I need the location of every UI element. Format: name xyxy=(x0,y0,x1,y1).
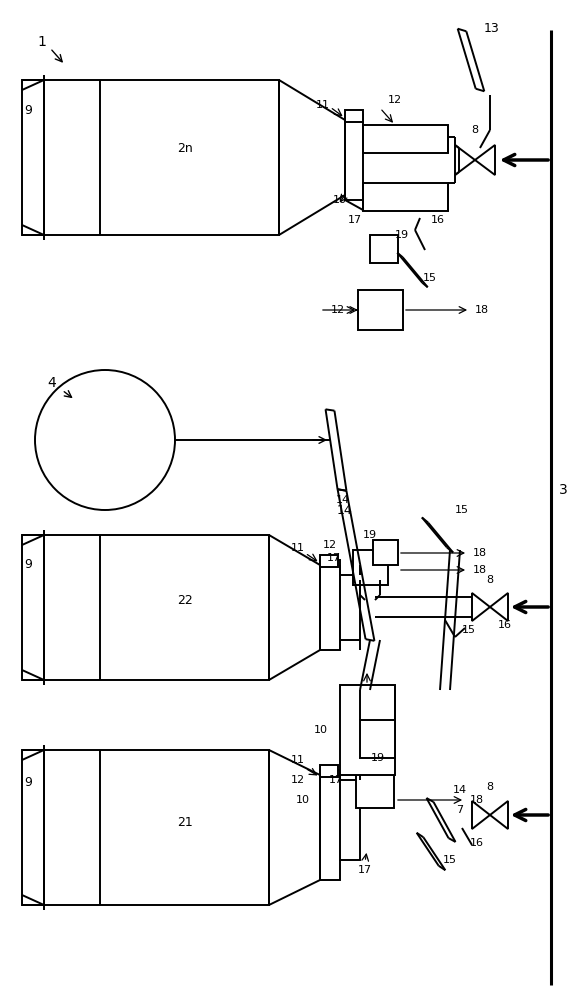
Text: 11: 11 xyxy=(316,100,330,110)
Text: 12: 12 xyxy=(291,775,305,785)
Bar xyxy=(22,750,44,905)
Text: 2n: 2n xyxy=(177,141,193,154)
Text: 10: 10 xyxy=(296,795,310,805)
Bar xyxy=(44,80,279,235)
Text: 12: 12 xyxy=(323,540,337,550)
Text: 14: 14 xyxy=(336,495,350,505)
Text: 18: 18 xyxy=(473,548,487,558)
Text: 4: 4 xyxy=(47,376,56,390)
Text: 3: 3 xyxy=(558,483,567,497)
Bar xyxy=(360,720,395,758)
Text: 17: 17 xyxy=(327,553,341,563)
Text: 14: 14 xyxy=(337,504,353,516)
Bar xyxy=(44,750,269,905)
Text: 12: 12 xyxy=(331,305,345,315)
Text: 13: 13 xyxy=(484,21,500,34)
Text: 19: 19 xyxy=(371,753,385,763)
Text: 17: 17 xyxy=(348,215,362,225)
Text: 7: 7 xyxy=(456,805,464,815)
Bar xyxy=(22,80,44,235)
Bar xyxy=(356,770,394,808)
Bar xyxy=(340,575,360,640)
Bar xyxy=(22,535,44,680)
Bar xyxy=(345,115,363,200)
Text: 16: 16 xyxy=(470,838,484,848)
Bar xyxy=(320,770,340,880)
Polygon shape xyxy=(490,593,508,621)
Bar xyxy=(320,560,340,650)
Polygon shape xyxy=(455,145,475,175)
Text: 19: 19 xyxy=(363,530,377,540)
Text: 1: 1 xyxy=(38,35,46,49)
Text: 18: 18 xyxy=(473,565,487,575)
Text: 12: 12 xyxy=(388,95,402,105)
Bar xyxy=(358,290,403,330)
Bar xyxy=(373,540,398,565)
Text: 9: 9 xyxy=(24,776,32,788)
Text: 17: 17 xyxy=(329,775,343,785)
Text: 10: 10 xyxy=(333,195,347,205)
Text: 16: 16 xyxy=(498,620,512,630)
Text: 8: 8 xyxy=(486,575,493,585)
Bar xyxy=(370,235,398,263)
Bar xyxy=(340,780,360,860)
Circle shape xyxy=(35,370,175,510)
Bar xyxy=(320,555,338,567)
Text: 15: 15 xyxy=(443,855,457,865)
Text: 15: 15 xyxy=(462,625,476,635)
Text: 18: 18 xyxy=(470,795,484,805)
Text: 14: 14 xyxy=(453,785,467,795)
Bar xyxy=(320,765,338,777)
Text: 11: 11 xyxy=(291,755,305,765)
Polygon shape xyxy=(472,593,490,621)
Polygon shape xyxy=(490,801,508,829)
Text: 17: 17 xyxy=(358,865,372,875)
Text: 21: 21 xyxy=(177,816,193,828)
Text: 11: 11 xyxy=(291,543,305,553)
Text: 9: 9 xyxy=(24,104,32,116)
Text: 18: 18 xyxy=(475,305,489,315)
Text: 15: 15 xyxy=(455,505,469,515)
Text: 19: 19 xyxy=(395,230,409,240)
Text: 22: 22 xyxy=(177,593,193,606)
Bar xyxy=(363,183,448,211)
Text: 8: 8 xyxy=(472,125,479,135)
Polygon shape xyxy=(475,145,495,175)
Text: 15: 15 xyxy=(423,273,437,283)
Text: 8: 8 xyxy=(486,782,493,792)
Text: 9: 9 xyxy=(24,558,32,572)
Text: 16: 16 xyxy=(431,215,445,225)
Bar xyxy=(345,110,363,122)
Bar xyxy=(353,550,388,585)
Bar xyxy=(44,535,269,680)
Bar xyxy=(363,125,448,153)
Bar xyxy=(340,685,395,775)
Polygon shape xyxy=(472,801,490,829)
Text: 10: 10 xyxy=(314,725,328,735)
